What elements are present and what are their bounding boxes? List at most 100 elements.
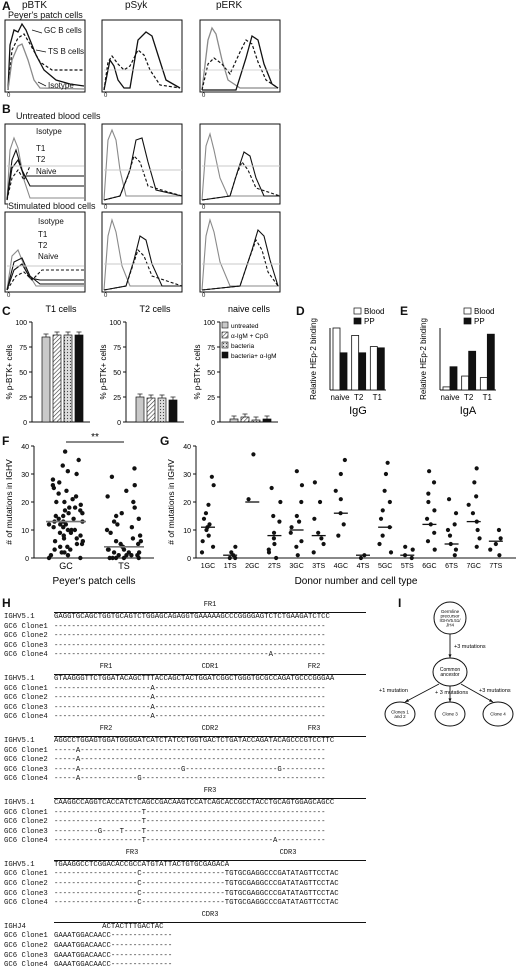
tree-node-label: JH4	[446, 622, 454, 627]
sequence-name: GC6 Clone2	[4, 942, 48, 951]
chart-c2-ytick-label: 0	[117, 420, 121, 427]
hist-a-erk-frame	[199, 19, 281, 93]
hist-a-btk-iso	[7, 43, 85, 91]
chart-f-point	[72, 505, 78, 510]
chart-g-point	[227, 555, 232, 561]
tree-node-label: and 2	[394, 714, 406, 719]
chart-g-point	[201, 516, 207, 521]
chart-c3-bar	[229, 418, 239, 423]
chart-g-point	[321, 541, 326, 547]
chart-g-point	[246, 497, 251, 502]
sequence-name: GC6 Clone4	[4, 651, 48, 660]
chart-f-xtick-label: TS	[118, 561, 130, 571]
chart-f-point	[66, 511, 71, 516]
chart-f-point	[136, 516, 141, 521]
sequence-name: GC6 Clone2	[4, 694, 48, 703]
chart-f-ytick-label: 10	[21, 528, 29, 535]
region-track: FR3 CDR3	[54, 848, 366, 861]
tree-edge	[460, 683, 494, 703]
chart-f-point	[105, 547, 111, 552]
sequence: --------------------T-------------------…	[54, 818, 326, 827]
chart-f-point	[74, 541, 80, 547]
chart-g-point	[342, 457, 347, 463]
axis-zero-b3: 0	[202, 205, 206, 211]
chart-f-point	[58, 522, 63, 527]
chart-f-point	[119, 511, 124, 516]
chart-g-ytick-label: 20	[183, 500, 191, 507]
sequence-name: GC6 Clone2	[4, 818, 48, 827]
chart-g-point	[295, 553, 300, 558]
chart-f-point	[130, 536, 136, 541]
chart-f-point	[115, 522, 120, 527]
chart-c2-bar	[168, 399, 178, 423]
chart-g-point	[426, 499, 431, 505]
chart-c3-legend-label: untreated	[231, 323, 259, 330]
chart-f-point	[109, 474, 115, 479]
chart-g-xtick-label: 5GC	[378, 563, 392, 570]
chart-d-bar	[339, 352, 348, 391]
chart-f-point	[56, 516, 61, 521]
chart-e-ylabel: Relative HEp-2 binding	[419, 318, 428, 400]
chart-d-xtick-label: T2	[354, 393, 364, 402]
tree-node-label: Common	[440, 667, 461, 673]
chart-g-point	[445, 527, 451, 533]
chart-c3-ytick-label: 0	[211, 420, 215, 427]
chart-f-point	[129, 525, 135, 530]
chart-f-point	[52, 547, 57, 552]
sequence: ----------------------A-----------------…	[54, 703, 326, 712]
chart-g-point	[206, 502, 211, 507]
chart-f-point	[137, 533, 143, 538]
chart-f-point	[104, 527, 110, 533]
chart-g-point	[497, 553, 502, 558]
chart-g-point	[209, 474, 214, 479]
region-track: FR3	[54, 786, 366, 799]
chart-g-point	[377, 541, 382, 547]
chart-g-point	[488, 547, 493, 552]
tree-node	[482, 701, 514, 727]
chart-f-point	[53, 513, 59, 519]
chart-f-point	[71, 516, 76, 521]
chart-f-point	[126, 550, 132, 555]
chart-e-legend-swatch	[463, 317, 472, 325]
chart-f-point	[78, 502, 83, 507]
chart-c1-ytick-label: 75	[19, 345, 27, 352]
chart-c3-legend-swatch	[221, 321, 229, 329]
chart-f-point	[129, 553, 134, 558]
panel-letter-c: C	[2, 304, 11, 318]
sequence: ----------------------A-----------------…	[54, 684, 326, 693]
hist-a-btk-ts	[7, 33, 84, 91]
sequence-name: IGHV5.1	[4, 798, 35, 807]
tree-node	[384, 701, 416, 727]
alignment-row: GC6 Clone1 -------------------C----------…	[4, 870, 384, 880]
alignment-row: GC6 Clone4 ------------------------------…	[4, 651, 384, 661]
chart-d-bar	[332, 327, 341, 391]
chart-c3-ytick-label: 75	[207, 345, 215, 352]
chart-f-point	[52, 539, 58, 544]
chart-f-point	[78, 533, 83, 538]
chart-f-point	[56, 491, 61, 496]
chart-f-point	[138, 539, 144, 544]
sequence-name: GC6 Clone2	[4, 632, 48, 641]
chart-g-point	[278, 499, 283, 505]
chart-g-point	[380, 508, 385, 513]
chart-f-point	[68, 547, 73, 552]
sequence-name: GC6 Clone1	[4, 932, 48, 941]
chart-g-point	[200, 539, 205, 544]
axis-zero-a2: 0	[104, 93, 108, 99]
chart-f-point	[132, 483, 137, 488]
sequence: AGGCCTGGAGTGGATGGGGATCATCTATCCTGGTGACTCT…	[54, 736, 335, 745]
chart-f-point	[46, 522, 52, 527]
chart-g-point	[358, 555, 364, 561]
chart-g-point	[409, 555, 414, 561]
legend-gc-b-cells: GC B cells	[44, 26, 82, 35]
chart-f-point	[136, 550, 142, 555]
chart-g-ytick-label: 10	[183, 528, 191, 535]
chart-d-xtick-label: T1	[373, 393, 383, 402]
chart-g-point	[470, 511, 476, 516]
chart-g-point	[338, 497, 343, 502]
chart-c3-ytick-label: 100	[203, 320, 215, 327]
chart-c2-ytick-label: 25	[113, 395, 121, 402]
chart-f-point	[51, 525, 56, 530]
tree-edge	[404, 683, 440, 703]
chart-g-ylabel: # of mutations in IGHV	[166, 459, 176, 545]
